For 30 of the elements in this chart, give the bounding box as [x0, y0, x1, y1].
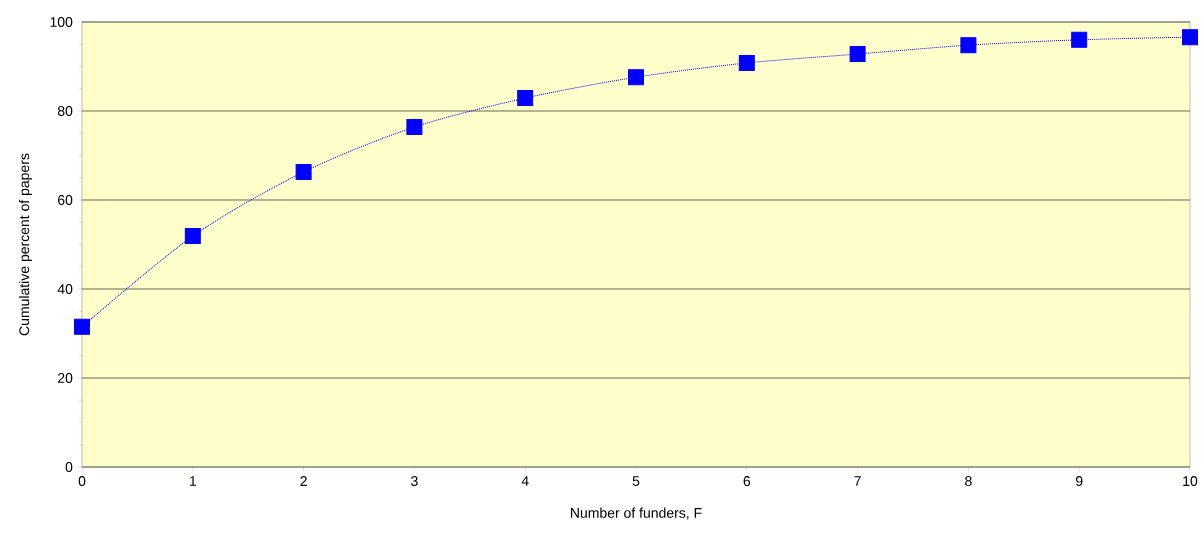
- x-tick-label: 6: [743, 476, 751, 487]
- point: [960, 37, 977, 54]
- x-tick-label: 10: [1183, 476, 1198, 487]
- y-tick-label: 40: [57, 284, 73, 294]
- point: [406, 119, 423, 136]
- x-tick-label: 1: [189, 476, 197, 486]
- point: [74, 318, 90, 335]
- point: [738, 54, 755, 71]
- x-tick-label: 4: [521, 476, 529, 486]
- point: [849, 46, 866, 63]
- point: [1182, 29, 1198, 46]
- x-tick-label: 3: [411, 476, 418, 487]
- y-tick-label: 20: [58, 373, 73, 383]
- x-tick-label: 9: [1075, 476, 1083, 487]
- y-tick-label: 60: [58, 195, 73, 205]
- y-tick-label: 80: [57, 106, 73, 116]
- point: [295, 163, 312, 180]
- point: [628, 69, 644, 86]
- x-tick-label: 2: [300, 476, 307, 486]
- y-tick-label: 0: [65, 462, 73, 472]
- point: [517, 90, 534, 107]
- point: [1071, 31, 1088, 48]
- x-tick-label: 0: [78, 476, 86, 487]
- x-tick-label: 7: [854, 476, 861, 486]
- y-axis-title: Cumulative percent of papers: [18, 153, 32, 336]
- x-tick-label: 5: [632, 476, 640, 486]
- point: [184, 228, 201, 245]
- x-tick-label: 8: [965, 476, 972, 487]
- x-axis-title: Number of funders, F: [571, 507, 702, 520]
- y-tick-label: 100: [50, 17, 73, 27]
